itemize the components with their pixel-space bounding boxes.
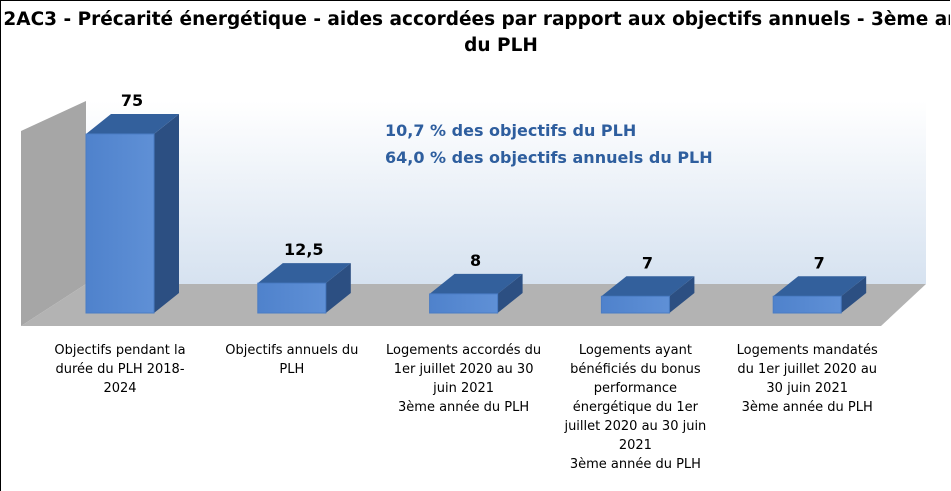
x-tick-label: Objectifs annuels du PLH [225,343,359,377]
value-label: 7 [814,253,825,272]
x-tick-label: Logements accordés du 1er juillet 2020 a… [386,343,542,415]
bar [600,295,670,314]
bar-top [429,273,523,294]
annotation: 64,0 % des objectifs annuels du PLH [385,148,713,167]
x-tick-label: Logements mandatés du 1er juillet 2020 a… [736,343,878,415]
bar-top [257,263,351,284]
bar-top [773,276,867,297]
x-tick-label: Logements ayant bénéficiés du bonus perf… [564,343,707,472]
value-label: 7 [642,253,653,272]
x-tick-label: Objectifs pendant la durée du PLH 2018-2… [54,343,186,396]
bar [85,133,155,314]
bar-side [154,114,179,313]
bar [429,293,499,314]
annotation: 10,7 % des objectifs du PLH [385,121,637,140]
bar-side [841,276,867,313]
value-label: 8 [470,251,481,270]
bar-side [669,276,695,313]
bar [257,282,327,314]
value-label: 12,5 [284,240,323,259]
bar-top [86,114,179,134]
chart-title: 2AC3 - Précarité énergétique - aides acc… [3,9,950,56]
bar-side [497,273,523,313]
back-wall [86,101,926,284]
bar-top [601,276,695,297]
bar-side [325,263,351,313]
value-label: 75 [121,91,143,110]
bar [772,295,842,314]
side-wall [21,101,86,326]
